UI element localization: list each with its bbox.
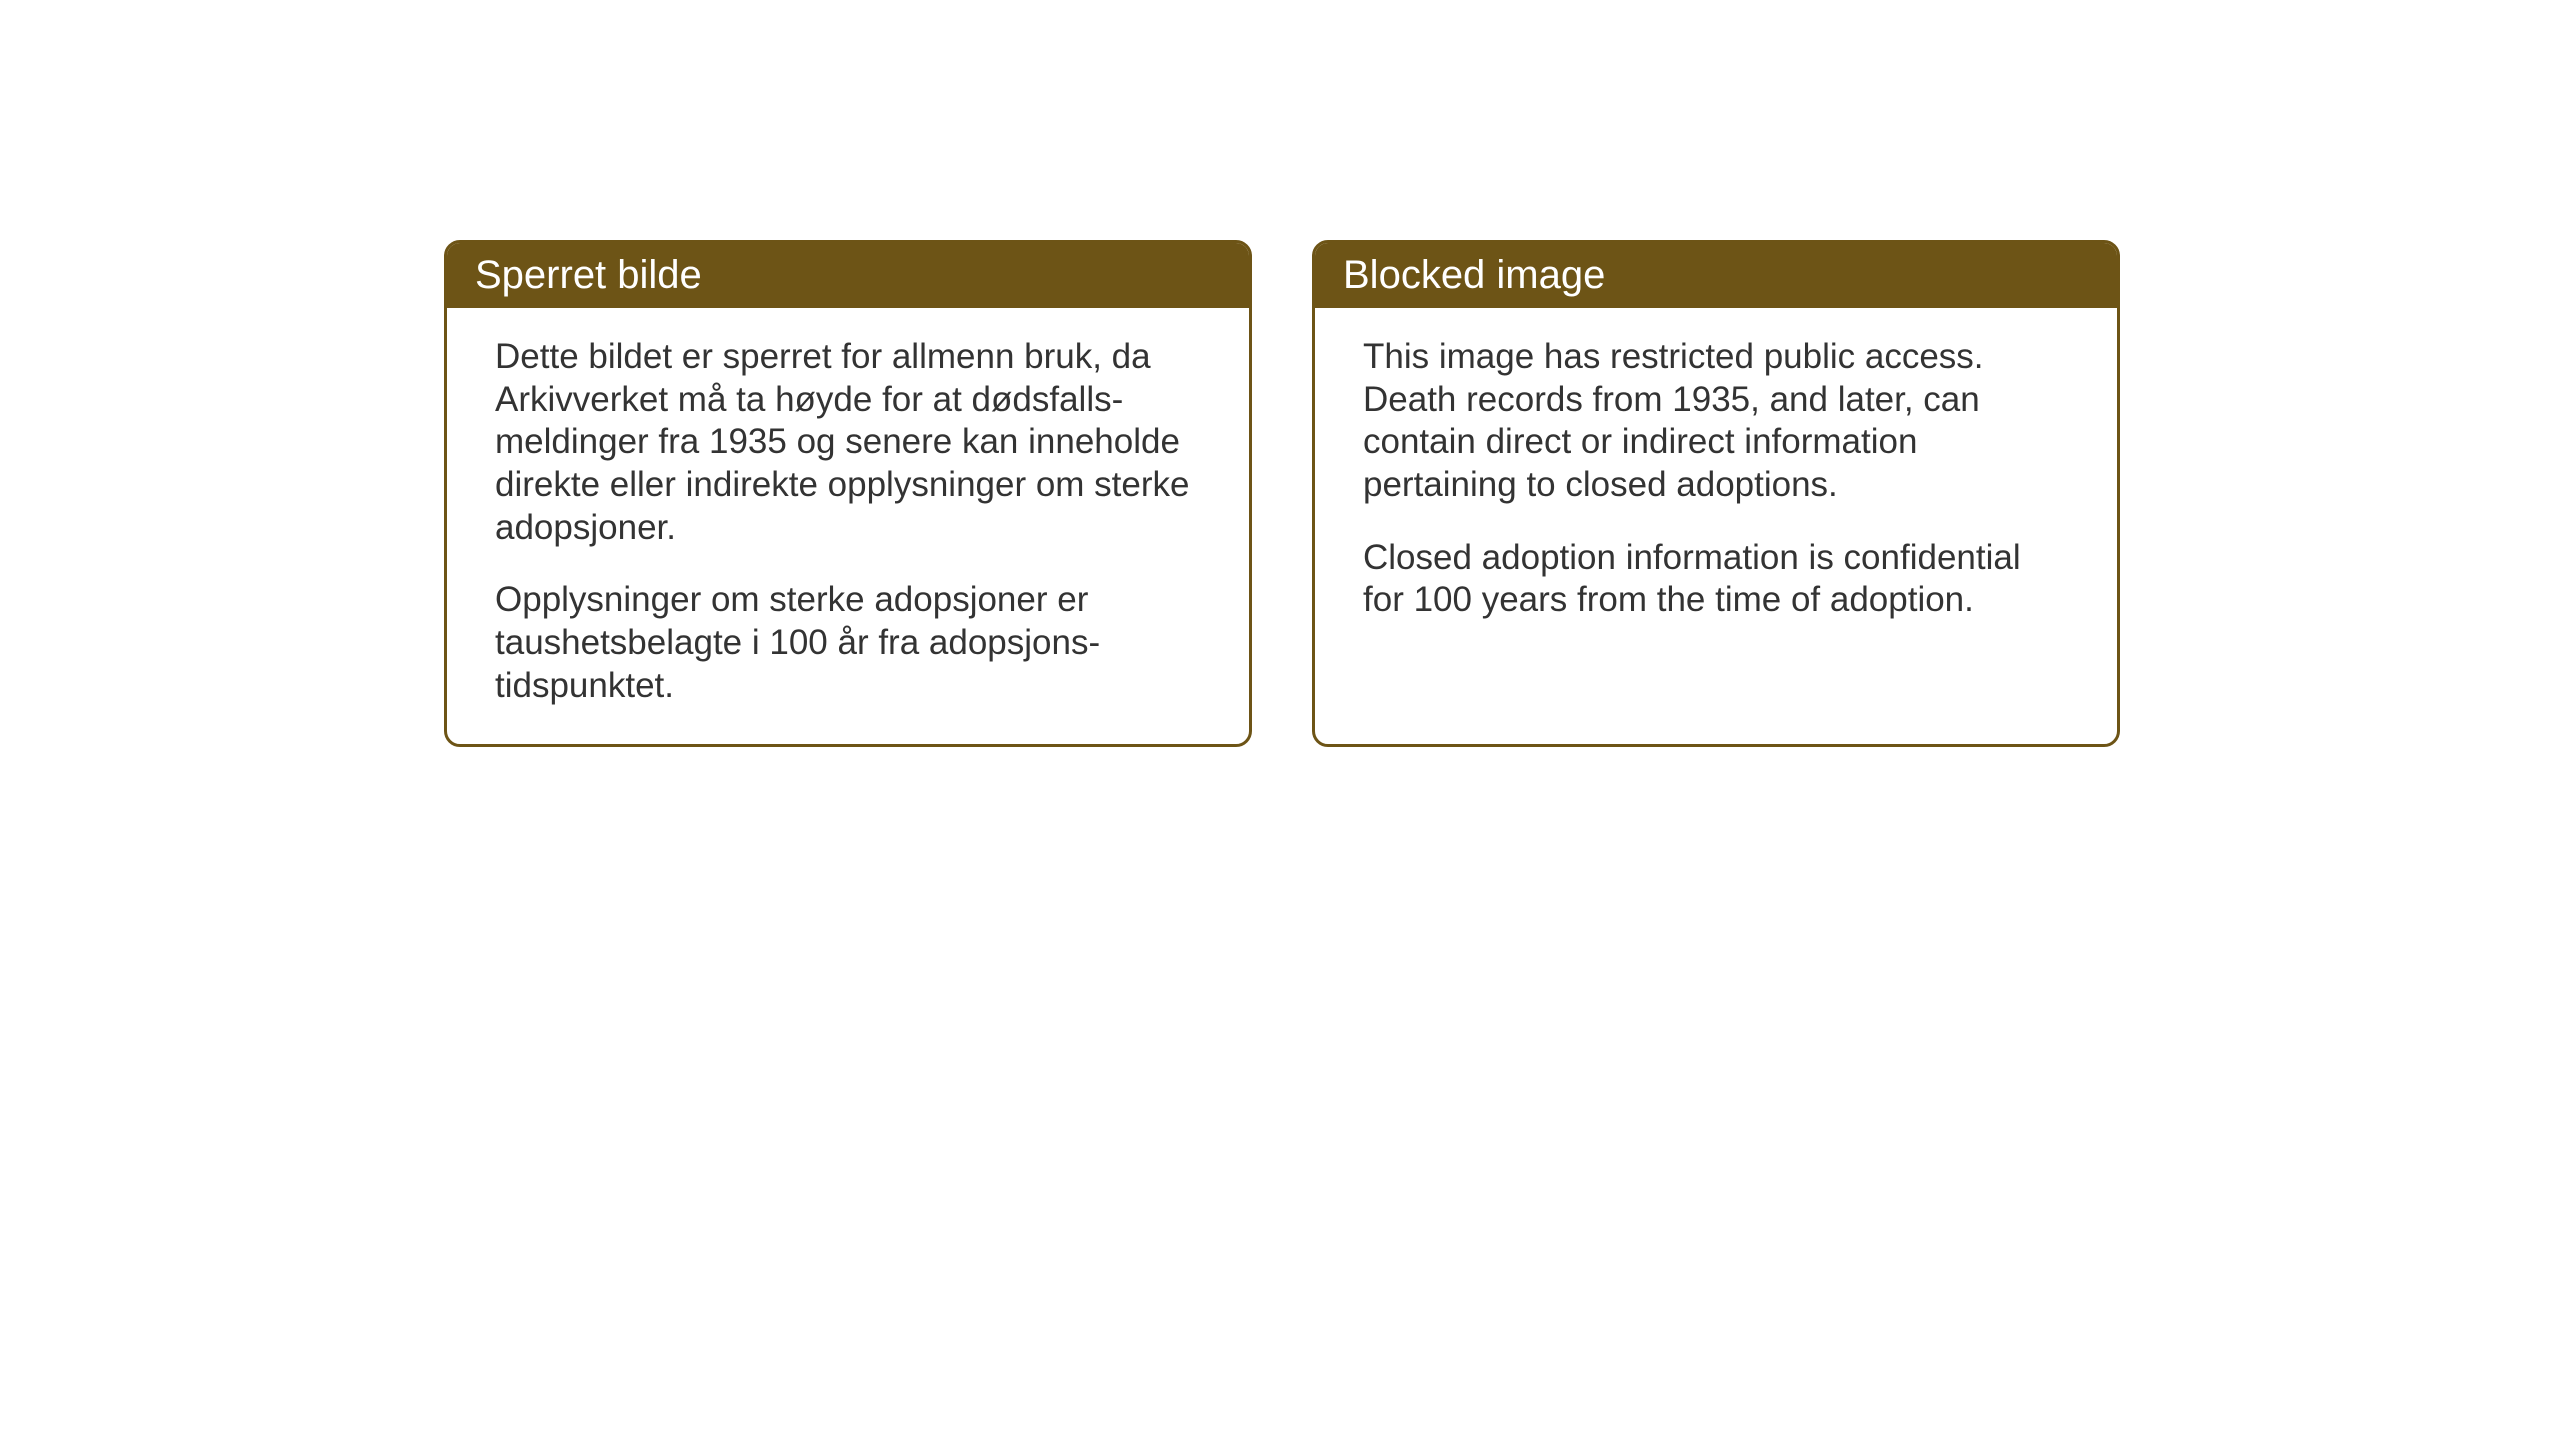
notice-container: Sperret bilde Dette bildet er sperret fo… (444, 240, 2120, 747)
english-paragraph-2: Closed adoption information is confident… (1363, 537, 2069, 622)
norwegian-card-body: Dette bildet er sperret for allmenn bruk… (447, 308, 1249, 744)
norwegian-paragraph-1: Dette bildet er sperret for allmenn bruk… (495, 336, 1201, 549)
english-notice-card: Blocked image This image has restricted … (1312, 240, 2120, 747)
norwegian-paragraph-2: Opplysninger om sterke adopsjoner er tau… (495, 579, 1201, 707)
norwegian-card-title: Sperret bilde (475, 253, 702, 297)
english-card-body: This image has restricted public access.… (1315, 308, 2117, 658)
english-card-title: Blocked image (1343, 253, 1605, 297)
norwegian-notice-card: Sperret bilde Dette bildet er sperret fo… (444, 240, 1252, 747)
english-paragraph-1: This image has restricted public access.… (1363, 336, 2069, 507)
english-card-header: Blocked image (1315, 243, 2117, 308)
norwegian-card-header: Sperret bilde (447, 243, 1249, 308)
